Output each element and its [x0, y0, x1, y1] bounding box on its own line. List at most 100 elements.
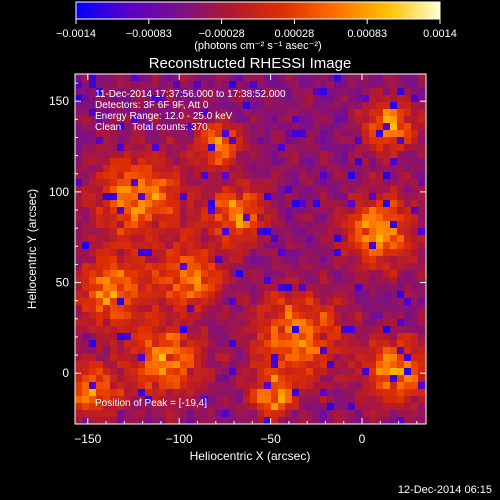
heatmap-cell: [264, 102, 271, 109]
heatmap-cell: [187, 95, 194, 102]
heatmap-cell: [404, 165, 411, 172]
heatmap-cell: [236, 403, 243, 410]
heatmap-cell: [152, 235, 159, 242]
heatmap-cell: [320, 123, 327, 130]
heatmap-cell: [320, 291, 327, 298]
heatmap-cell: [152, 214, 159, 221]
heatmap-cell: [278, 417, 285, 424]
heatmap-cell: [145, 319, 152, 326]
heatmap-cell: [173, 298, 180, 305]
heatmap-cell: [285, 396, 292, 403]
heatmap-cell: [376, 382, 383, 389]
heatmap-cell: [397, 410, 404, 417]
heatmap-cell: [201, 151, 208, 158]
heatmap-cell: [320, 270, 327, 277]
heatmap-cell: [292, 193, 299, 200]
heatmap-cell: [348, 319, 355, 326]
heatmap-cell: [271, 235, 278, 242]
heatmap-cell: [306, 403, 313, 410]
heatmap-cell: [75, 151, 82, 158]
heatmap-cell: [103, 95, 110, 102]
heatmap-cell: [110, 200, 117, 207]
heatmap-cell: [236, 74, 243, 81]
heatmap-cell: [131, 326, 138, 333]
heatmap-cell: [355, 151, 362, 158]
heatmap-cell: [96, 207, 103, 214]
heatmap-cell: [299, 214, 306, 221]
heatmap-cell: [159, 109, 166, 116]
heatmap-cell: [110, 284, 117, 291]
heatmap-cell: [334, 277, 341, 284]
heatmap-cell: [194, 382, 201, 389]
heatmap-cell: [327, 333, 334, 340]
heatmap-cell: [201, 347, 208, 354]
heatmap-cell: [390, 410, 397, 417]
heatmap-cell: [75, 165, 82, 172]
heatmap-cell: [306, 102, 313, 109]
heatmap-cell: [362, 249, 369, 256]
heatmap-cell: [166, 228, 173, 235]
heatmap-cell: [376, 193, 383, 200]
heatmap-cell: [96, 158, 103, 165]
heatmap-cell: [313, 298, 320, 305]
heatmap-cell: [187, 186, 194, 193]
heatmap-cell: [180, 410, 187, 417]
heatmap-cell: [250, 277, 257, 284]
heatmap-cell: [376, 305, 383, 312]
heatmap-cell: [131, 102, 138, 109]
heatmap-cell: [103, 312, 110, 319]
info-block: 11-Dec-2014 17:37:56.000 to 17:38:52.000…: [95, 89, 286, 133]
heatmap-cell: [250, 354, 257, 361]
heatmap-cell: [173, 116, 180, 123]
heatmap-cell: [145, 256, 152, 263]
heatmap-cell: [264, 165, 271, 172]
heatmap-cell: [110, 221, 117, 228]
heatmap-cell: [194, 200, 201, 207]
heatmap-cell: [320, 207, 327, 214]
heatmap-cell: [278, 396, 285, 403]
heatmap-cell: [271, 172, 278, 179]
heatmap-cell: [397, 284, 404, 291]
heatmap-cell: [173, 179, 180, 186]
heatmap-cell: [166, 319, 173, 326]
heatmap-cell: [411, 200, 418, 207]
heatmap-cell: [194, 151, 201, 158]
heatmap-cell: [264, 417, 271, 424]
heatmap-cell: [124, 333, 131, 340]
heatmap-cell: [362, 340, 369, 347]
heatmap-cell: [82, 172, 89, 179]
heatmap-cell: [285, 277, 292, 284]
heatmap-cell: [145, 116, 152, 123]
heatmap-cell: [299, 158, 306, 165]
heatmap-cell: [390, 305, 397, 312]
heatmap-cell: [376, 354, 383, 361]
heatmap-cell: [180, 361, 187, 368]
heatmap-cell: [152, 102, 159, 109]
heatmap-cell: [376, 102, 383, 109]
heatmap-cell: [124, 298, 131, 305]
heatmap-cell: [418, 312, 425, 319]
heatmap-cell: [264, 137, 271, 144]
heatmap-cell: [362, 242, 369, 249]
heatmap-cell: [397, 417, 404, 424]
heatmap-cell: [397, 326, 404, 333]
heatmap-cell: [376, 144, 383, 151]
heatmap-cell: [243, 186, 250, 193]
heatmap-cell: [96, 305, 103, 312]
heatmap-cell: [257, 81, 264, 88]
heatmap-cell: [404, 81, 411, 88]
heatmap-cell: [138, 410, 145, 417]
heatmap-cell: [264, 88, 271, 95]
heatmap-cell: [201, 263, 208, 270]
heatmap-cell: [131, 88, 138, 95]
heatmap-cell: [82, 214, 89, 221]
heatmap-cell: [110, 361, 117, 368]
heatmap-cell: [208, 410, 215, 417]
heatmap-cell: [341, 158, 348, 165]
heatmap-cell: [110, 109, 117, 116]
heatmap-cell: [89, 158, 96, 165]
heatmap-cell: [348, 382, 355, 389]
heatmap-cell: [418, 396, 425, 403]
heatmap-cell: [397, 95, 404, 102]
heatmap-cell: [320, 326, 327, 333]
